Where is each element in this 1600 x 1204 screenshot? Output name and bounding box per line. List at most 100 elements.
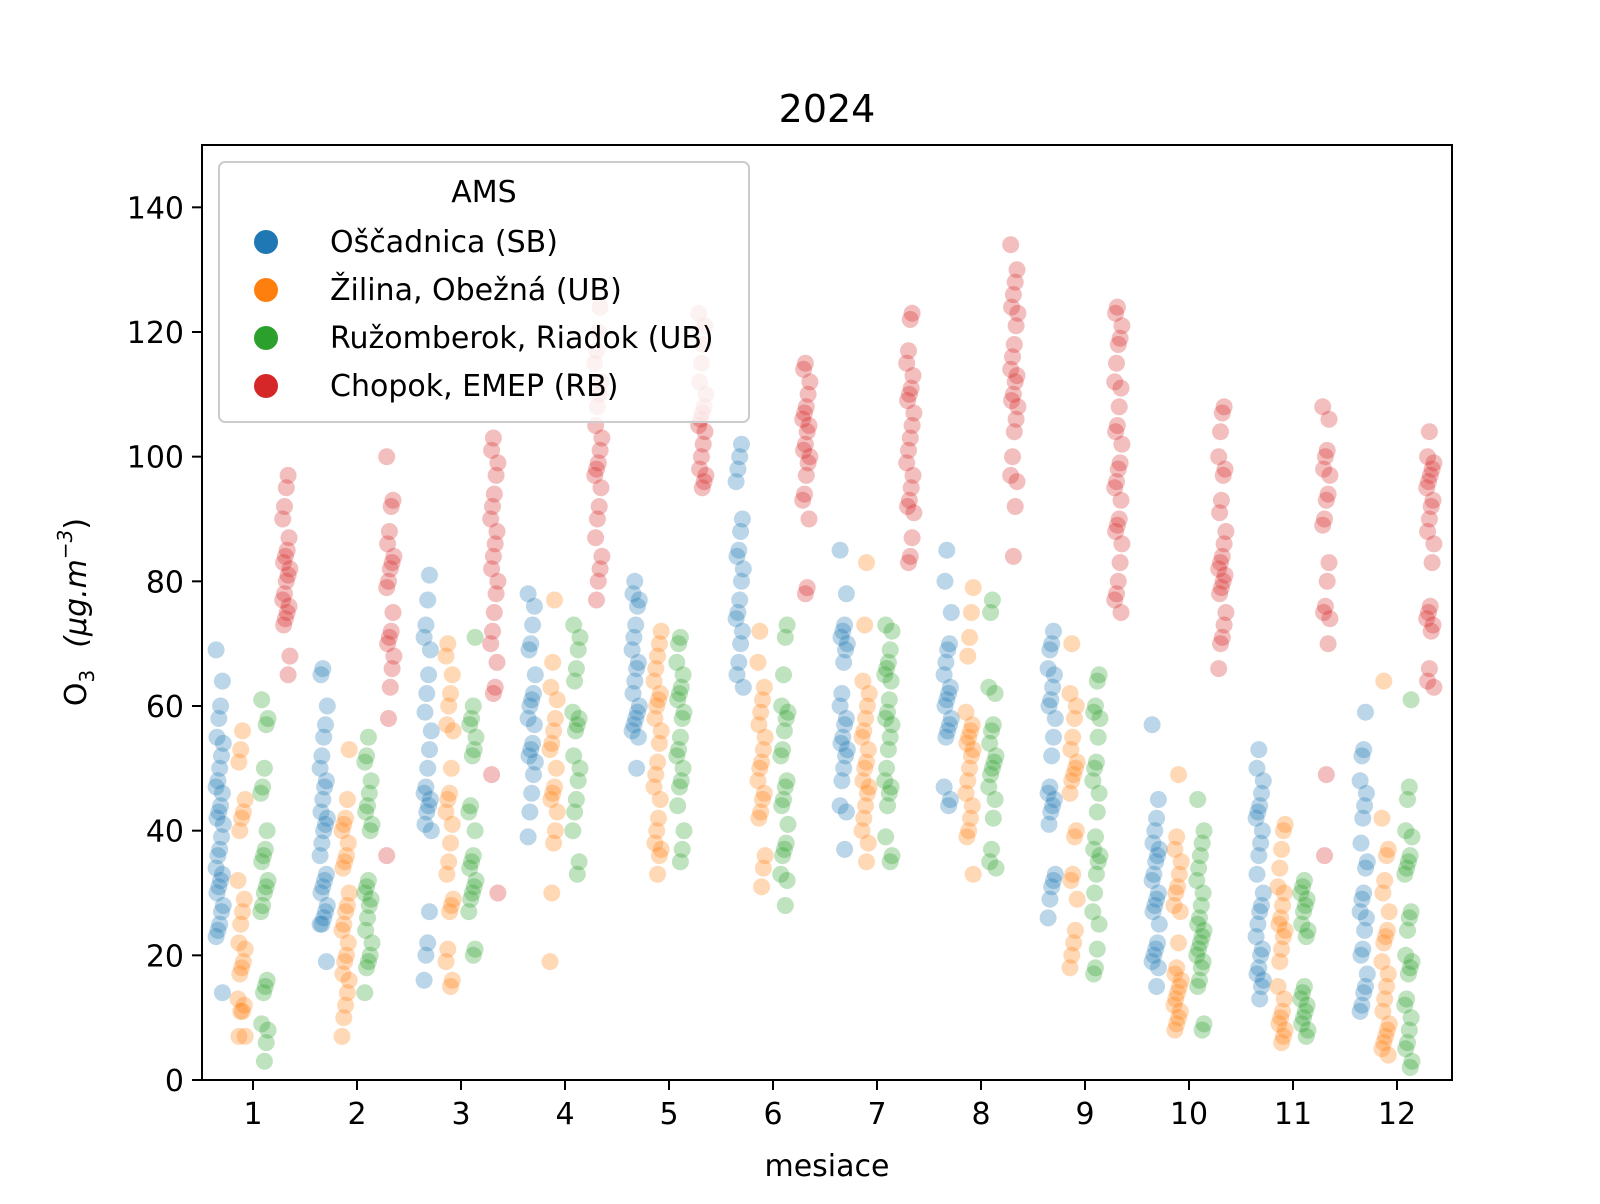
data-point — [801, 373, 819, 391]
data-point — [339, 934, 357, 952]
data-point — [317, 716, 334, 734]
data-point — [417, 946, 435, 964]
data-point — [855, 722, 873, 740]
data-point — [442, 834, 459, 852]
data-point — [1274, 897, 1291, 914]
data-point — [1168, 959, 1186, 977]
data-point — [362, 890, 380, 908]
data-point — [488, 653, 506, 671]
data-point — [881, 853, 899, 871]
data-point — [645, 778, 663, 796]
data-point — [525, 597, 543, 615]
data-point — [1147, 940, 1165, 958]
data-point — [877, 616, 895, 634]
data-point — [935, 778, 953, 796]
data-point — [593, 547, 611, 565]
data-point — [275, 616, 293, 634]
data-point — [316, 778, 334, 796]
data-point — [443, 815, 461, 833]
data-point — [831, 697, 849, 715]
data-point — [441, 903, 459, 921]
data-point — [542, 678, 560, 696]
data-point — [1398, 990, 1416, 1008]
data-point — [311, 847, 329, 865]
data-point — [832, 734, 850, 752]
data-point — [1212, 491, 1230, 509]
data-point — [753, 753, 771, 771]
data-point — [1214, 466, 1232, 484]
data-point — [630, 591, 648, 609]
data-point — [519, 828, 537, 846]
data-point — [1064, 728, 1082, 746]
data-point — [1190, 940, 1208, 958]
data-point — [696, 423, 714, 441]
data-point — [1090, 915, 1108, 933]
data-point — [625, 716, 643, 734]
data-point — [1397, 1040, 1415, 1058]
data-point — [1272, 1009, 1290, 1027]
data-point — [1108, 298, 1126, 316]
data-point — [1212, 554, 1229, 572]
data-point — [311, 759, 329, 777]
data-point — [235, 890, 253, 908]
data-point — [525, 766, 542, 784]
x-axis-ticks: 1 2 3 4 5 6 7 8 9 10 11 12 — [243, 1080, 1416, 1132]
data-point — [900, 554, 917, 572]
data-point — [1111, 329, 1129, 347]
data-point — [1143, 716, 1161, 734]
data-point — [1004, 385, 1022, 403]
data-point — [749, 653, 767, 671]
data-point — [853, 728, 871, 746]
data-point — [734, 678, 752, 696]
data-point — [730, 653, 748, 671]
data-point — [522, 741, 540, 759]
data-point — [520, 747, 538, 765]
data-point — [1352, 946, 1370, 964]
data-point — [1064, 865, 1082, 883]
data-point — [460, 903, 478, 921]
data-point — [675, 703, 693, 721]
data-point — [1109, 572, 1127, 590]
data-point — [1269, 978, 1287, 995]
data-point — [1316, 847, 1333, 865]
data-point — [1046, 710, 1064, 727]
data-point — [1379, 840, 1397, 858]
data-point — [467, 872, 485, 889]
data-point — [587, 529, 605, 547]
legend-label: Chopok, EMEP (RB) — [330, 369, 618, 404]
data-point — [460, 803, 478, 821]
data-point — [668, 653, 686, 671]
data-point — [859, 741, 877, 759]
data-point — [1425, 454, 1443, 472]
data-point — [1375, 672, 1393, 690]
data-point — [1319, 485, 1337, 503]
data-point — [207, 641, 225, 659]
data-point — [484, 685, 502, 702]
data-point — [1166, 965, 1184, 983]
data-point — [1188, 946, 1206, 964]
data-point — [420, 666, 438, 684]
data-point — [276, 547, 294, 565]
data-point — [959, 647, 977, 665]
data-point — [207, 859, 225, 877]
data-point — [1316, 510, 1333, 528]
data-point — [650, 691, 667, 709]
data-point — [940, 797, 958, 815]
data-point — [1172, 971, 1190, 989]
data-point — [252, 903, 270, 921]
data-point — [674, 759, 692, 777]
y-tick-label: 60 — [146, 690, 184, 725]
data-point — [462, 890, 480, 908]
data-point — [1067, 822, 1085, 840]
data-point — [1356, 797, 1374, 815]
data-point — [1168, 828, 1186, 846]
data-point — [1315, 604, 1333, 621]
y-tick-label: 140 — [127, 191, 184, 226]
data-point — [1170, 865, 1188, 883]
data-point — [280, 597, 298, 615]
data-point — [853, 822, 871, 840]
data-point — [358, 747, 376, 765]
data-point — [255, 884, 273, 902]
data-point — [794, 491, 812, 509]
